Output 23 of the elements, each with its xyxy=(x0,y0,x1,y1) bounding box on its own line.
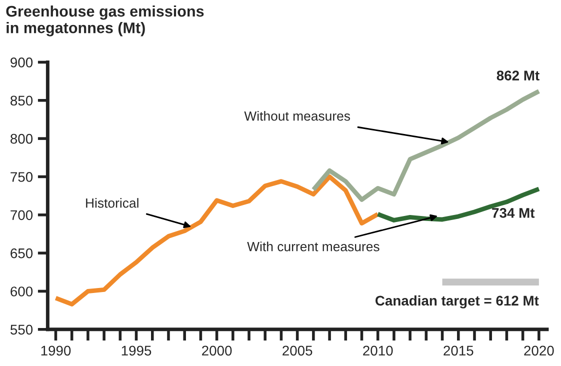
annotation: 734 Mt xyxy=(492,208,535,218)
annotation: Historical xyxy=(86,198,138,208)
x-tick-label: 2020 xyxy=(524,346,554,356)
y-tick-label: 700 xyxy=(10,210,33,220)
y-tick-label: 800 xyxy=(10,134,33,144)
y-tick-label: 600 xyxy=(10,286,33,296)
y-tick-label: 650 xyxy=(10,248,33,258)
annotation: 862 Mt xyxy=(496,70,540,80)
y-tick-label: 750 xyxy=(10,172,33,182)
chart-title: Greenhouse gas emissions in megatonnes (Mt) xyxy=(6,5,204,36)
x-tick-label: 1995 xyxy=(122,346,152,356)
x-tick-label: 2010 xyxy=(363,346,393,356)
x-tick-label: 2000 xyxy=(202,346,232,356)
annotation: With current measures xyxy=(247,242,380,252)
annotation: Canadian target = 612 Mt xyxy=(375,295,539,308)
annotation: Without measures xyxy=(244,111,350,121)
line-series xyxy=(376,186,542,222)
x-tick-label: 2015 xyxy=(444,346,474,356)
y-tick-label: 900 xyxy=(10,58,33,68)
y-tick-label: 550 xyxy=(10,324,33,335)
x-tick-label: 1990 xyxy=(41,346,71,356)
x-tick-label: 2005 xyxy=(282,346,312,356)
y-tick-label: 850 xyxy=(10,96,33,106)
